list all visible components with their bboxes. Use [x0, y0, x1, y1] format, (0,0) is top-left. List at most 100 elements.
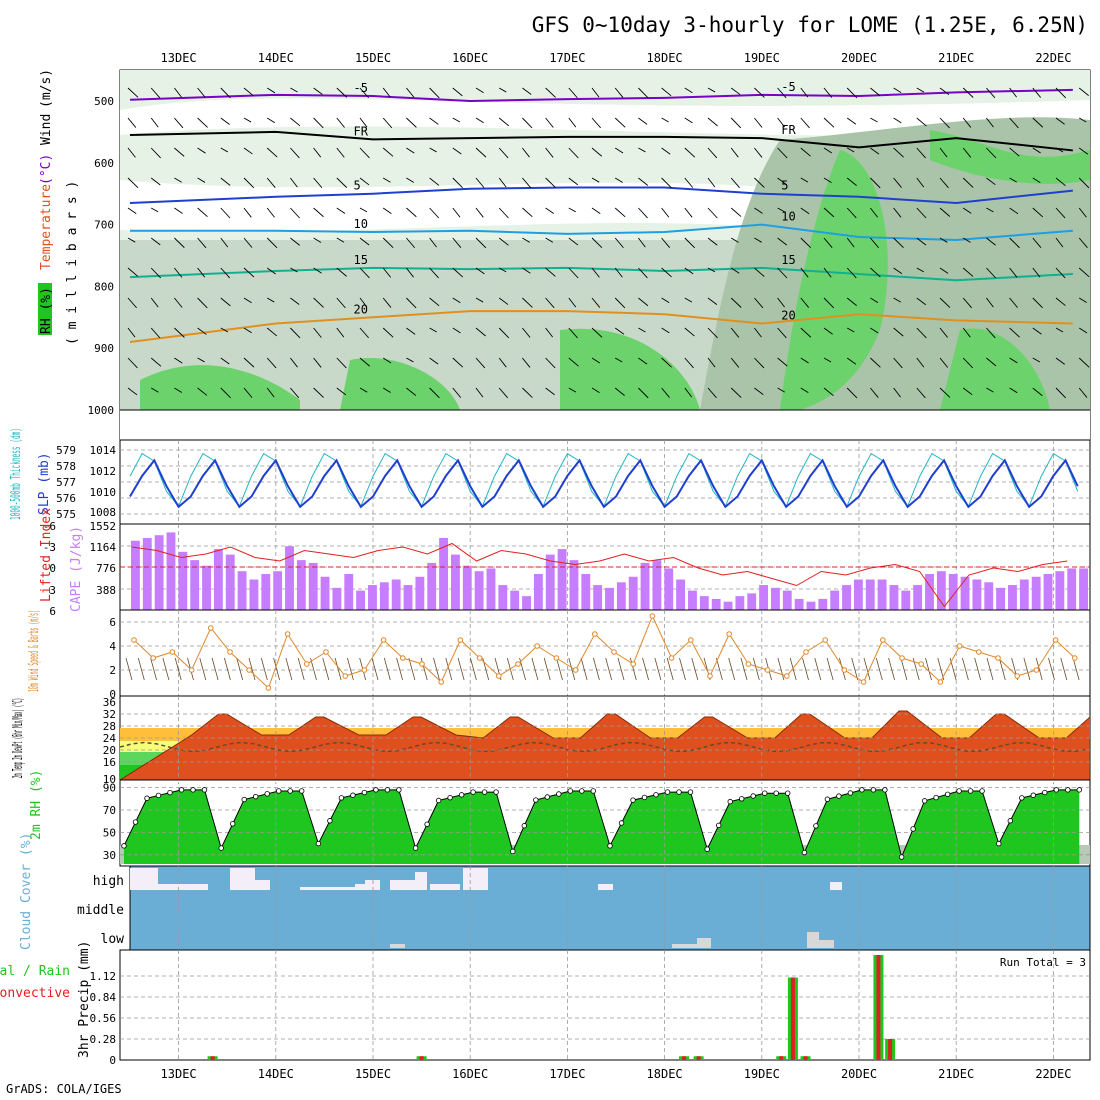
rh-marker [630, 797, 636, 803]
wind-barb [846, 177, 857, 186]
wind-barb [290, 87, 298, 93]
wind-barb [754, 327, 762, 338]
wind-barb [475, 357, 486, 369]
rh-marker [190, 787, 196, 793]
wind-barb [1078, 357, 1090, 368]
wind-barb [591, 147, 603, 157]
wind-barb [568, 117, 577, 128]
rh-marker [750, 793, 756, 799]
wind-barb [1032, 387, 1043, 397]
wind-barb [870, 297, 879, 303]
wind-marker [841, 667, 848, 673]
wind-barb [800, 117, 810, 129]
wind-barb [800, 357, 809, 364]
wind-barb [243, 237, 253, 248]
cloud-high-bars [130, 868, 842, 890]
wind-barb [823, 387, 834, 397]
wind-barb [406, 207, 417, 218]
wind-barb [870, 267, 881, 278]
cape-bar [249, 579, 259, 610]
precip-convective-bar [696, 1056, 701, 1060]
wind-barb [127, 297, 137, 309]
wind-barb [243, 387, 253, 398]
rh2m-markers [121, 787, 1082, 860]
wind-barb [313, 387, 324, 398]
rh-marker [338, 795, 345, 801]
tick-label: 1.12 [90, 970, 117, 983]
cape-bar [711, 598, 721, 610]
wind-barb [916, 117, 927, 127]
wind-barb [545, 207, 554, 214]
wind-barb [452, 237, 462, 248]
tick-label: 0.28 [90, 1033, 117, 1046]
wind-barb [754, 237, 762, 243]
wind-barb [986, 267, 997, 279]
wind-barb-10m [752, 657, 760, 681]
wind-barb-10m [224, 657, 231, 681]
cape-bar [486, 568, 496, 610]
rh-marker [121, 843, 127, 849]
wind-barb [846, 207, 857, 219]
contour-label: 20 [354, 302, 368, 316]
panel-upper-air: -5 -5 FR FR 5 5 10 10 15 15 20 20 500 600 700 800 900 10… [38, 69, 1091, 441]
cape-bar [379, 582, 389, 610]
contour-label: 15 [781, 253, 795, 267]
rh-marker [167, 789, 173, 796]
contour-label: FR [354, 124, 369, 138]
wind-barb [707, 357, 716, 368]
wind-barb [127, 327, 136, 338]
wind-marker [150, 655, 156, 661]
wind-barb [498, 117, 510, 127]
wind-barb [684, 207, 693, 218]
wind-barb [1055, 117, 1065, 125]
wind-barb [290, 207, 300, 219]
wind-barb [939, 327, 948, 338]
tick-label: -3 [43, 541, 56, 554]
precip-convective-bar [790, 977, 795, 1060]
wind-barb [777, 207, 785, 213]
day-label-bottom: 17DEC [549, 1067, 585, 1081]
rh-marker [252, 793, 259, 800]
wind-barb [916, 297, 927, 306]
wind-barb [800, 297, 810, 308]
wind-marker [956, 643, 963, 649]
rh-marker [144, 795, 150, 801]
wind-marker [707, 673, 713, 679]
wind-barb [174, 207, 183, 214]
precip-axis: 1.12 0.84 0.56 0.28 0 [90, 970, 117, 1067]
wind-barb-10m [679, 657, 686, 681]
wind-barb-10m [666, 657, 674, 681]
cape-bar [190, 560, 200, 610]
rh-marker [933, 794, 939, 801]
wind-barb [661, 297, 670, 304]
wind-barb [684, 357, 694, 369]
rh-marker [521, 823, 527, 829]
tick-label: 700 [94, 219, 114, 232]
wind-barb [754, 177, 765, 188]
tick-label: 70 [103, 804, 116, 817]
wind-barb-10m [445, 657, 453, 681]
rh-legend-swatch [38, 283, 52, 335]
wind-barb [522, 87, 532, 95]
wind-barb [1032, 207, 1044, 218]
cape-bar [581, 573, 591, 610]
wind-barb-10m [1048, 657, 1055, 681]
wind-barb [1078, 267, 1090, 278]
panel-rh2m: 90 70 50 30 2m RH (%) [29, 770, 1091, 867]
cape-bar [237, 571, 247, 610]
wind-barb [591, 327, 603, 338]
wind-barb [939, 357, 949, 368]
wind-barb [638, 297, 649, 307]
wind-barb [197, 87, 206, 98]
wind-barb [800, 177, 809, 183]
temperature-contours: -5 -5 FR FR 5 5 10 10 15 15 20 20 [129, 80, 1073, 344]
wind-barb-10m [962, 657, 969, 681]
wind-barb [1055, 357, 1065, 365]
cape-bar [344, 573, 354, 610]
wind-barb [1078, 207, 1087, 218]
wind-barb [916, 147, 926, 159]
wind-barb [1032, 267, 1041, 278]
cape-bar [782, 590, 792, 610]
wind-barb [382, 87, 391, 98]
wind-axis: 6 4 2 0 [109, 616, 116, 701]
